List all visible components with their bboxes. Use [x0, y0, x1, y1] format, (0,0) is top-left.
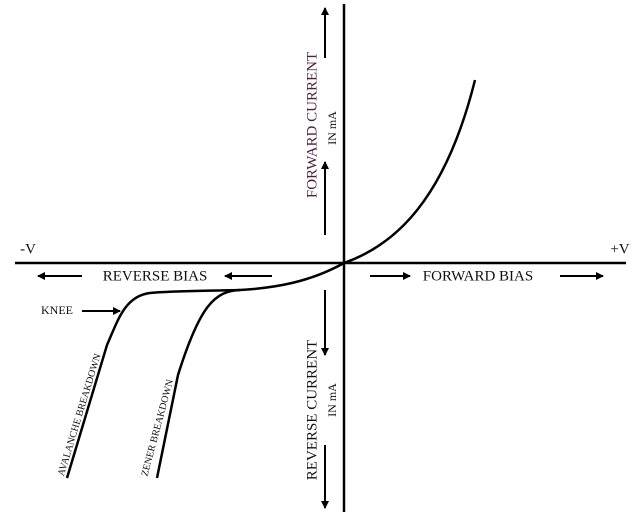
reverse-bias-label: REVERSE BIAS — [103, 268, 208, 284]
reverse-current-unit: IN mA — [325, 383, 339, 417]
forward-current-unit: IN mA — [325, 111, 339, 145]
reverse-current-label: REVERSE CURRENT — [304, 340, 320, 480]
avalanche-curve — [65, 288, 241, 479]
negative-voltage-label: -V — [20, 241, 36, 257]
forward-bias-label: FORWARD BIAS — [423, 268, 533, 284]
forward-curve — [343, 79, 477, 265]
forward-current-label: FORWARD CURRENT — [304, 52, 320, 198]
knee-label: KNEE — [41, 303, 73, 317]
positive-voltage-label: +V — [610, 241, 629, 257]
